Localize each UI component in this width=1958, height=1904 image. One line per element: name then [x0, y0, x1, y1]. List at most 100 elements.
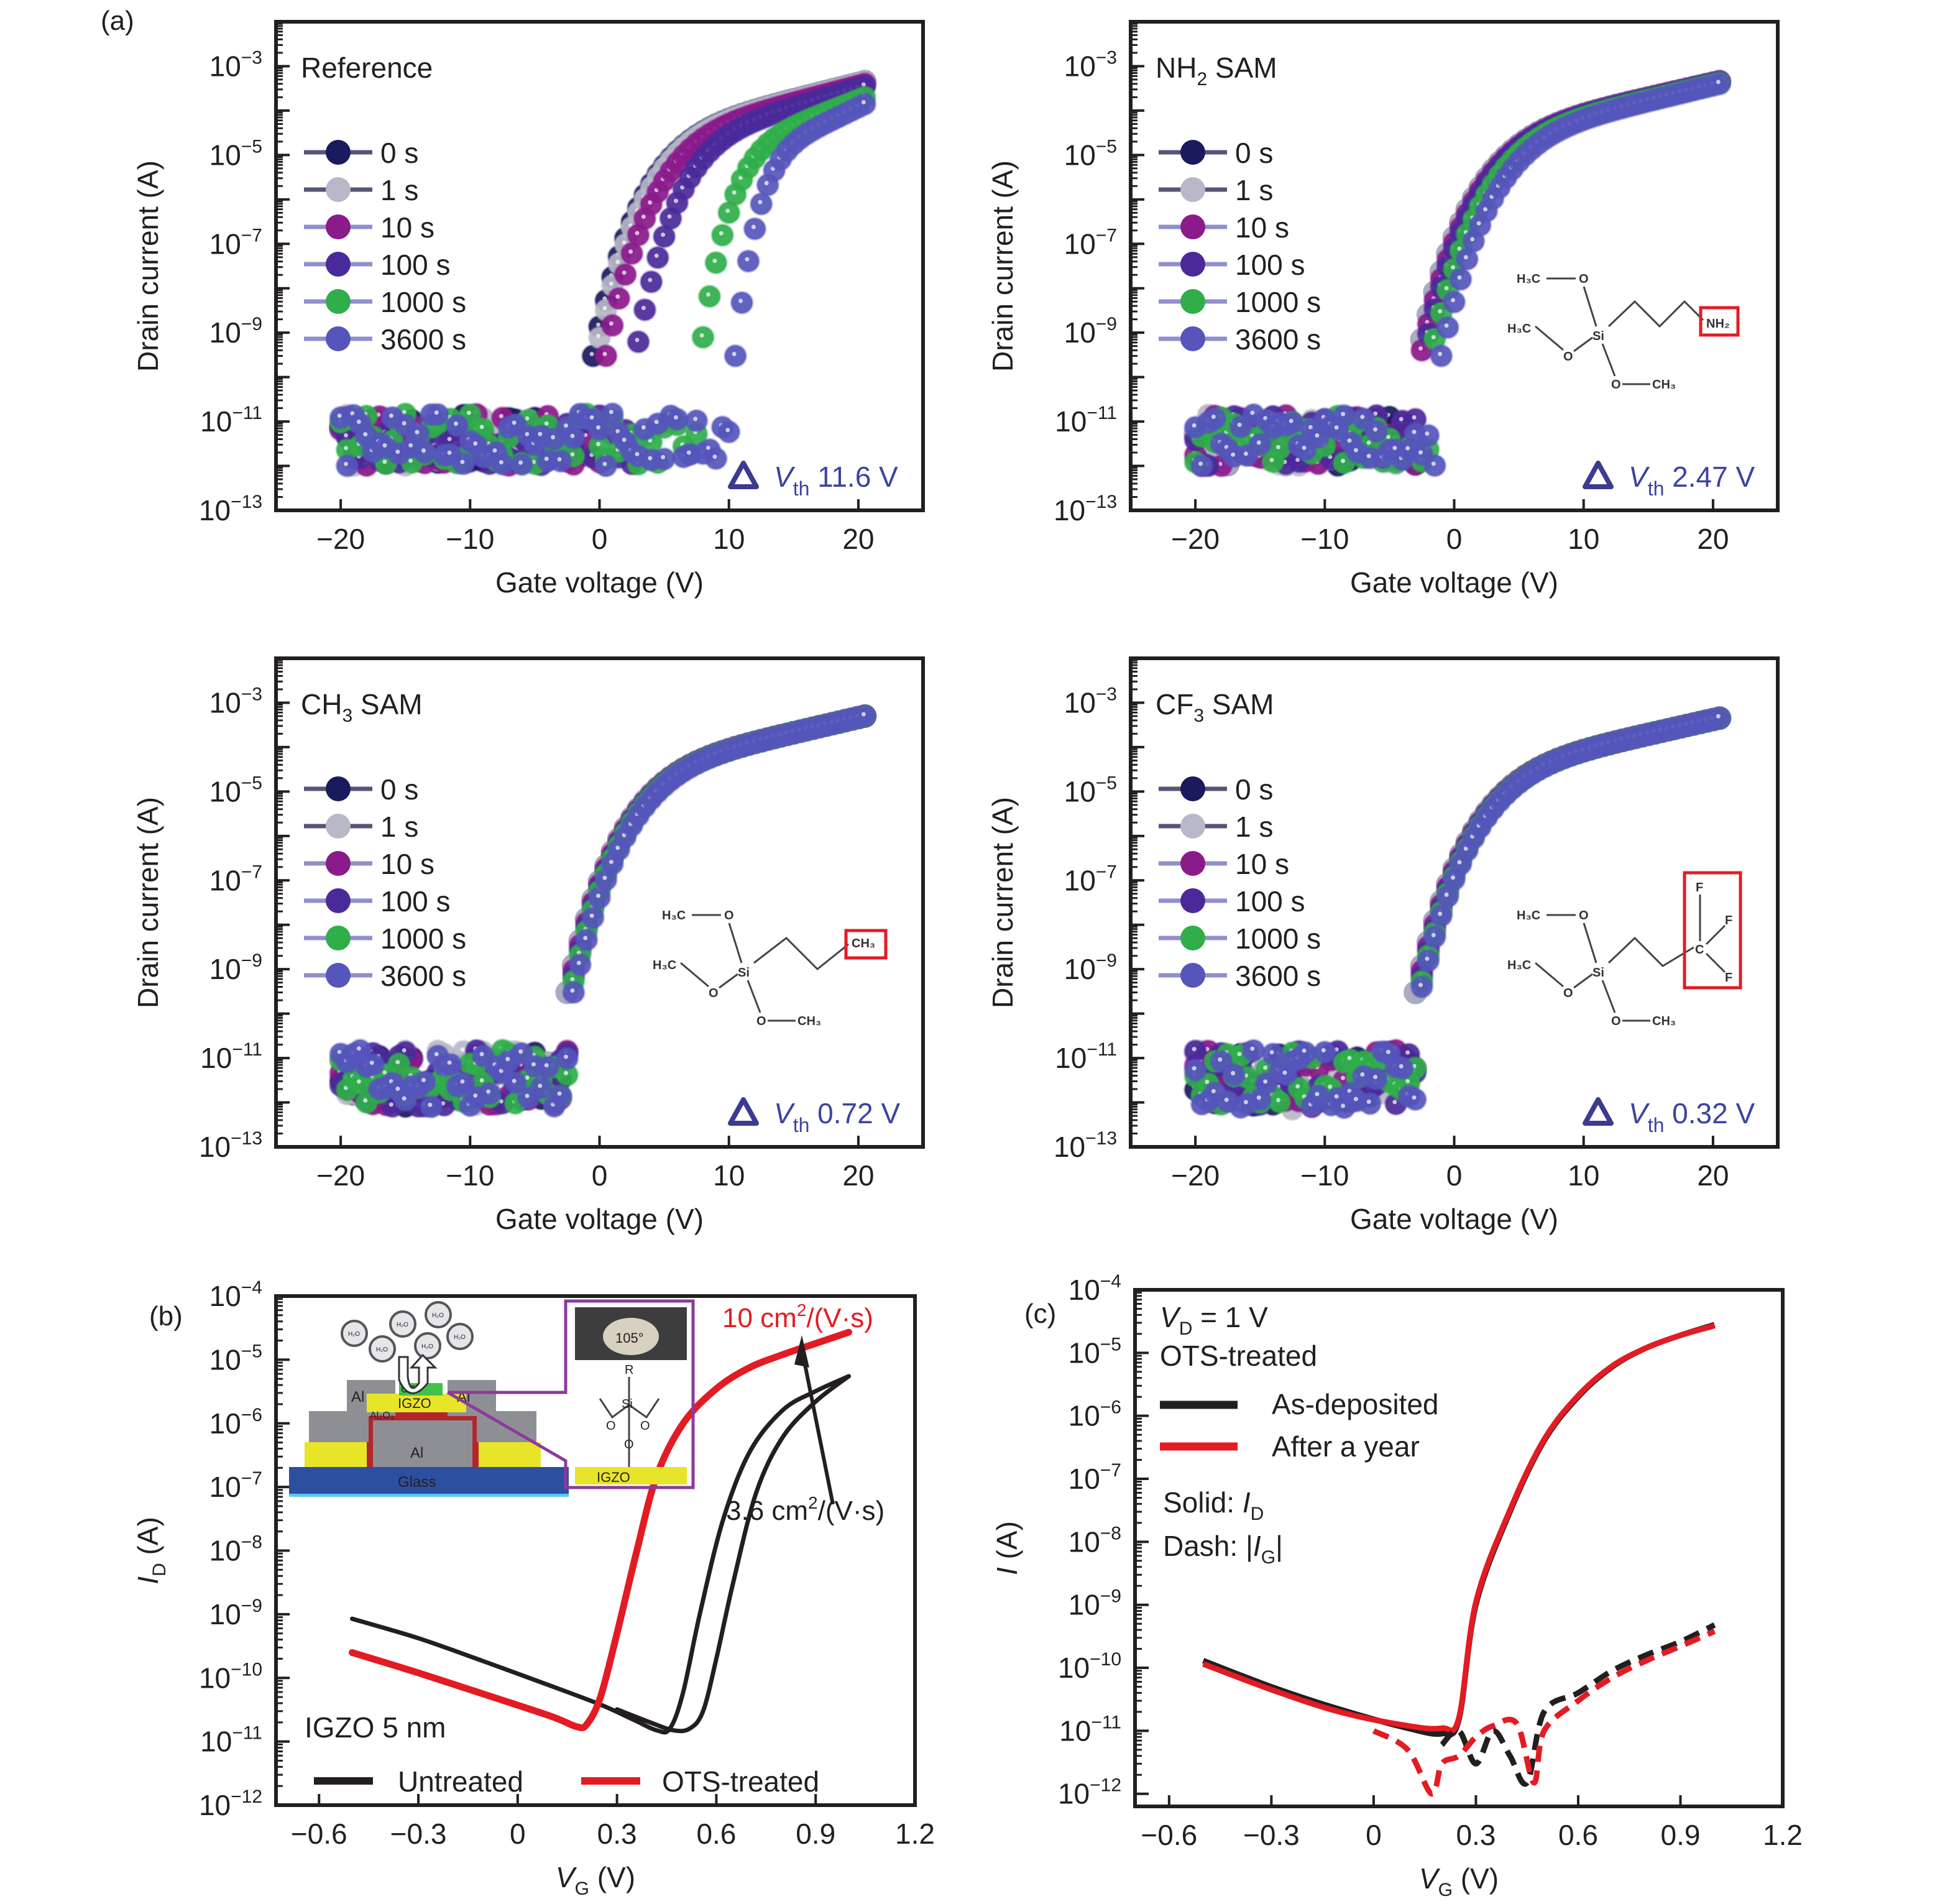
data-point	[1313, 1040, 1337, 1064]
point-highlight	[673, 415, 678, 420]
point-highlight	[1192, 1066, 1197, 1071]
data-point	[736, 249, 760, 274]
point-highlight	[1341, 412, 1346, 416]
x-tick-label: 0.3	[597, 1818, 637, 1850]
point-highlight	[861, 712, 866, 717]
label-o1: O	[606, 1419, 616, 1433]
x-tick-label: 0	[592, 1159, 608, 1192]
bond	[1705, 952, 1726, 973]
data-point	[451, 452, 476, 476]
point-highlight	[1192, 1047, 1197, 1052]
data-point	[413, 440, 437, 464]
y-tick-label: 10−4	[1069, 1271, 1121, 1306]
point-highlight	[1353, 448, 1358, 453]
point-highlight	[525, 416, 530, 421]
x-tick-label: 20	[842, 523, 874, 555]
bond	[728, 922, 743, 963]
point-highlight	[1451, 265, 1455, 270]
y-tick-label: 10−5	[209, 1341, 262, 1376]
point-highlight	[1425, 431, 1430, 436]
legend-label: 100 s	[1235, 249, 1305, 281]
y-tick-label: 10−7	[209, 225, 262, 260]
point-highlight	[1425, 956, 1430, 961]
legend-label: 1000 s	[1235, 922, 1321, 955]
point-highlight	[1347, 1055, 1352, 1060]
point-highlight	[563, 1070, 568, 1075]
point-highlight	[1353, 1097, 1358, 1101]
point-highlight	[861, 82, 866, 87]
vd-label: VD = 1 V	[1160, 1301, 1268, 1339]
y-tick-label: 10−7	[1064, 862, 1117, 896]
bond	[1583, 286, 1597, 327]
y-tick-label: 10−3	[1064, 47, 1117, 82]
data-point	[1429, 344, 1453, 368]
x-tick-label: −20	[1171, 523, 1220, 555]
legend-label: 3600 s	[1235, 960, 1321, 992]
vth-annotation: Vth 2.47 V	[1629, 461, 1755, 500]
point-highlight	[1373, 1075, 1378, 1080]
panel-label-c: (c)	[1024, 1299, 1056, 1329]
bond	[1573, 336, 1593, 352]
data-point	[710, 223, 735, 247]
point-highlight	[661, 454, 666, 459]
chain-bond	[1607, 936, 1694, 967]
legend-marker	[326, 851, 351, 876]
data-point	[1267, 1090, 1292, 1114]
x-tick-label: −10	[1300, 523, 1349, 555]
legend-label: 100 s	[380, 249, 451, 281]
point-highlight	[570, 452, 575, 457]
x-tick-label: −0.6	[291, 1818, 347, 1850]
point-highlight	[680, 185, 685, 190]
atom-label: H₃C	[1507, 322, 1531, 336]
point-highlight	[583, 433, 588, 438]
x-tick-label: 0.6	[696, 1818, 736, 1850]
y-tick-label: 10−11	[1059, 1712, 1121, 1747]
data-point	[1364, 1067, 1389, 1091]
legend-marker	[326, 214, 351, 239]
point-highlight	[1289, 418, 1294, 423]
point-highlight	[712, 454, 717, 459]
point-highlight	[538, 1083, 543, 1088]
legend-label-untreated: Untreated	[398, 1765, 523, 1798]
atom-label: H₃C	[1507, 959, 1531, 972]
data-point	[490, 452, 515, 476]
point-highlight	[525, 1093, 530, 1098]
point-highlight	[648, 277, 653, 282]
point-highlight	[615, 429, 620, 434]
legend-label: 3600 s	[380, 323, 466, 356]
delta-triangle-icon	[728, 461, 759, 489]
point-highlight	[460, 459, 465, 464]
point-highlight	[344, 461, 349, 466]
data-point	[704, 446, 728, 471]
data-point	[652, 447, 676, 471]
x-tick-label: 0.9	[1660, 1819, 1700, 1851]
legend-marker	[1180, 326, 1205, 351]
point-highlight	[589, 913, 594, 918]
point-highlight	[1431, 932, 1436, 937]
point-highlight	[622, 240, 627, 245]
point-highlight	[1716, 80, 1721, 85]
point-highlight	[557, 457, 562, 462]
point-highlight	[473, 441, 478, 446]
point-highlight	[1366, 1099, 1371, 1104]
legend-label: 10 s	[380, 848, 434, 880]
legend-marker	[326, 963, 351, 988]
point-highlight	[1716, 714, 1721, 719]
point-highlight	[1457, 860, 1462, 865]
point-highlight	[1360, 1072, 1365, 1077]
label-igzo: IGZO	[398, 1396, 431, 1411]
point-highlight	[1444, 285, 1449, 290]
point-highlight	[402, 421, 407, 426]
data-point	[549, 449, 573, 473]
data-point	[335, 454, 359, 478]
point-highlight	[1373, 427, 1378, 432]
point-highlight	[1386, 413, 1390, 418]
contact-angle-label: 105°	[615, 1330, 644, 1346]
data-point	[1203, 407, 1227, 431]
y-tick-label: 10−9	[209, 1596, 262, 1630]
legend-label-as-deposited: As-deposited	[1272, 1388, 1439, 1420]
data-point	[626, 329, 650, 354]
data-point	[639, 270, 663, 294]
dash-line-key: Dash: |IG|	[1163, 1530, 1283, 1568]
x-tick-label: 0	[1446, 1159, 1463, 1192]
